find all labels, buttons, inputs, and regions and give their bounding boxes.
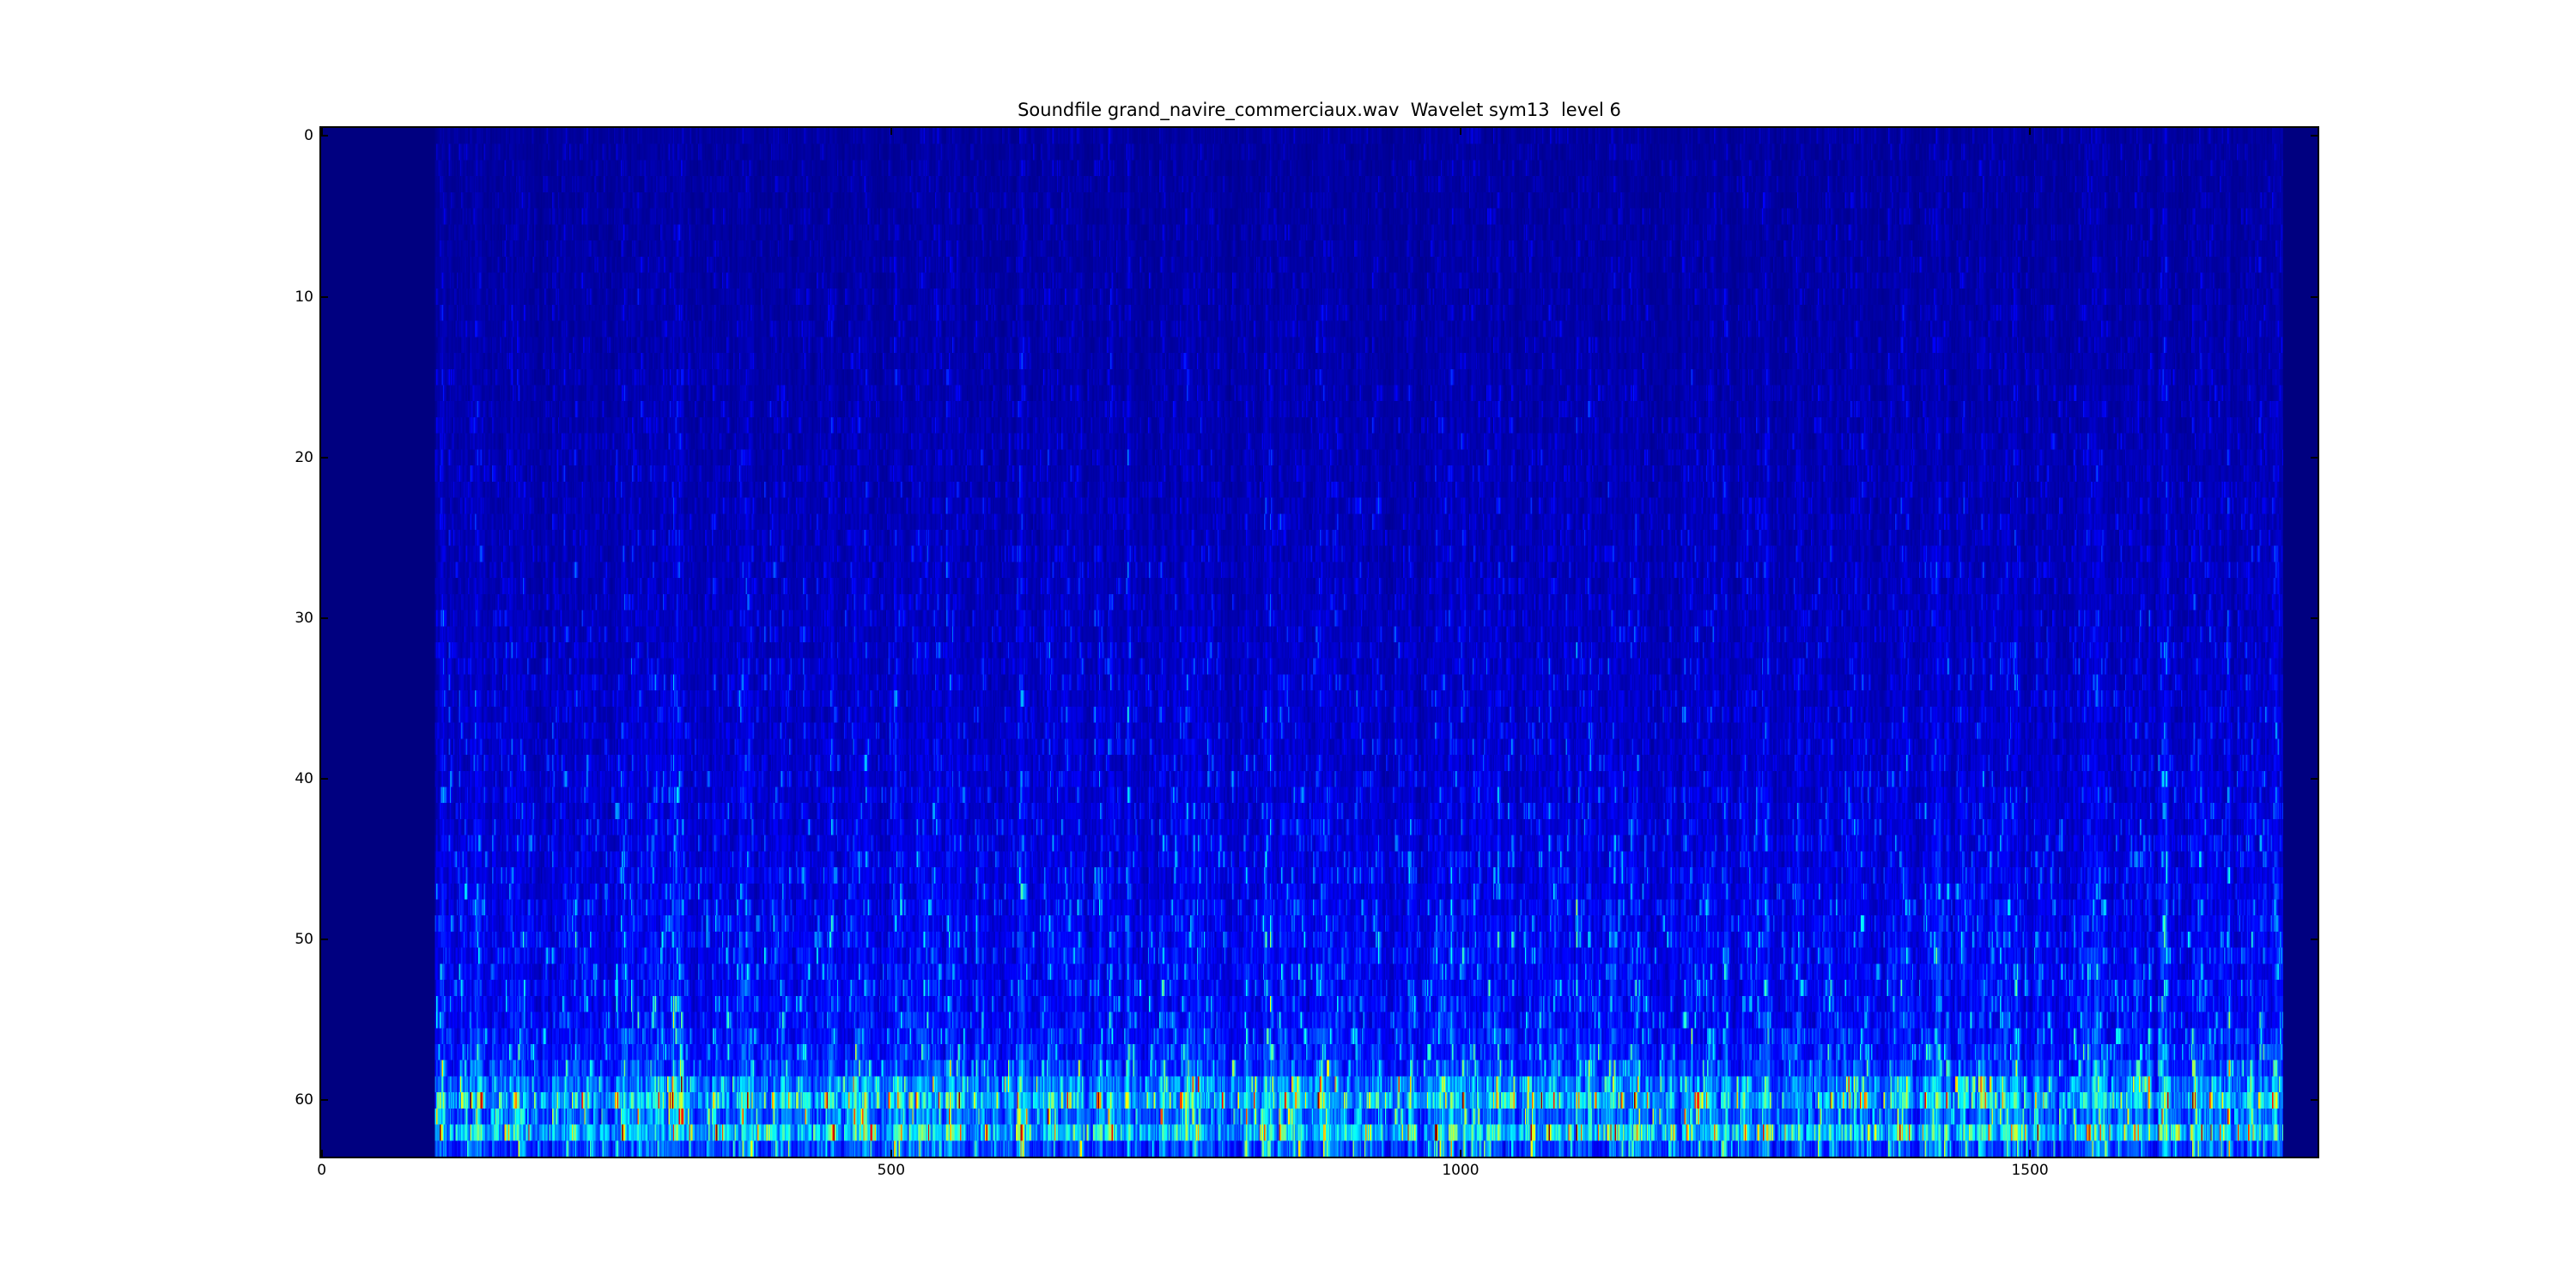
y-axis-tick-label: 20 [295,448,313,466]
tick-mark [2029,1150,2032,1157]
tick-mark [890,1150,892,1157]
tick-mark [321,939,328,941]
tick-mark [320,1150,323,1157]
y-axis-tick-label: 50 [295,931,313,949]
plot-area: 0 500 1000 1500 0 10 20 30 40 50 60 [295,126,2319,1179]
tick-mark [321,295,328,298]
tick-mark [2311,135,2318,137]
tick-mark [1459,128,1461,135]
y-axis-tick-label: 10 [295,288,313,306]
y-axis-tick-label: 0 [304,127,313,145]
x-axis-tick-label: 0 [317,1162,327,1179]
tick-mark [2311,295,2318,298]
tick-mark [2029,128,2032,135]
tick-mark [321,778,328,781]
tick-mark [321,135,328,137]
tick-mark [321,617,328,619]
chart-title: Soundfile grand_navire_commerciaux.wav W… [1018,100,1621,120]
x-axis-tick-label: 500 [877,1162,906,1179]
tick-mark [2311,456,2318,459]
scalogram-canvas [321,128,2318,1157]
x-axis-tick-label: 1000 [1442,1162,1479,1179]
y-axis-tick-label: 40 [295,770,313,788]
tick-mark [321,1099,328,1102]
tick-mark [2311,778,2318,781]
tick-mark [2311,939,2318,941]
tick-mark [1459,1150,1461,1157]
y-axis-tick-label: 60 [295,1091,313,1109]
tick-mark [890,128,892,135]
x-axis-tick-label: 1500 [2011,1162,2049,1179]
y-axis-tick-label: 30 [295,609,313,627]
tick-mark [321,456,328,459]
tick-mark [2311,1099,2318,1102]
tick-mark [2311,617,2318,619]
tick-mark [320,128,323,135]
